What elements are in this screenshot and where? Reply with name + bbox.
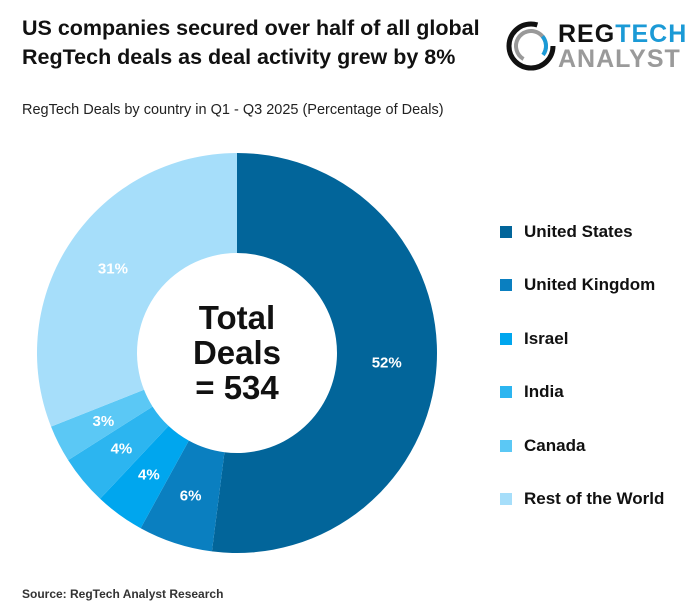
legend-item: United Kingdom bbox=[500, 259, 664, 313]
center-total-label: Total Deals = 534 bbox=[137, 300, 337, 405]
legend-label: United States bbox=[524, 221, 633, 241]
legend-swatch bbox=[500, 386, 512, 399]
legend-label: Rest of the World bbox=[524, 489, 665, 509]
logo-text-tech: TECH bbox=[615, 20, 688, 48]
legend-label: Israel bbox=[524, 328, 569, 348]
data-label: 3% bbox=[93, 413, 115, 430]
center-line-1: Total bbox=[198, 299, 276, 336]
legend-label: India bbox=[524, 382, 564, 402]
center-line-2: Deals bbox=[192, 334, 282, 371]
legend-swatch bbox=[500, 225, 512, 238]
slice-united-states bbox=[211, 153, 438, 553]
legend-item: Rest of the World bbox=[500, 473, 664, 527]
legend: United States United Kingdom Israel India Ca… bbox=[500, 205, 664, 526]
chart-title: US companies secured over half of all gl… bbox=[22, 16, 480, 69]
slice-india bbox=[68, 406, 169, 499]
slice-rest-of-the-world bbox=[37, 153, 237, 427]
center-line-3: = 534 bbox=[195, 369, 279, 406]
legend-swatch bbox=[500, 439, 512, 452]
slice-israel bbox=[100, 425, 189, 529]
chart-subtitle: RegTech Deals by country in Q1 - Q3 2025… bbox=[22, 102, 444, 118]
legend-item: India bbox=[500, 366, 664, 420]
data-label: 6% bbox=[180, 488, 202, 505]
slice-canada bbox=[51, 389, 153, 461]
legend-swatch bbox=[500, 332, 512, 345]
regtech-analyst-logo: REGTECH ANALYST bbox=[506, 18, 686, 74]
legend-item: Canada bbox=[500, 419, 664, 473]
logo-ring-icon bbox=[506, 21, 556, 71]
legend-item: Israel bbox=[500, 312, 664, 366]
data-label: 52% bbox=[372, 354, 402, 371]
slice-united-kingdom bbox=[140, 440, 225, 552]
logo-text-reg: REG bbox=[558, 20, 616, 48]
data-label: 31% bbox=[98, 261, 128, 278]
logo-text-analyst: ANALYST bbox=[558, 45, 681, 73]
source-note: Source: RegTech Analyst Research bbox=[22, 587, 224, 601]
data-label: 4% bbox=[138, 466, 160, 483]
legend-label: Canada bbox=[524, 435, 586, 455]
legend-swatch bbox=[500, 279, 512, 292]
legend-item: United States bbox=[500, 205, 664, 259]
data-label: 4% bbox=[111, 441, 133, 458]
legend-label: United Kingdom bbox=[524, 275, 656, 295]
legend-swatch bbox=[500, 493, 512, 506]
